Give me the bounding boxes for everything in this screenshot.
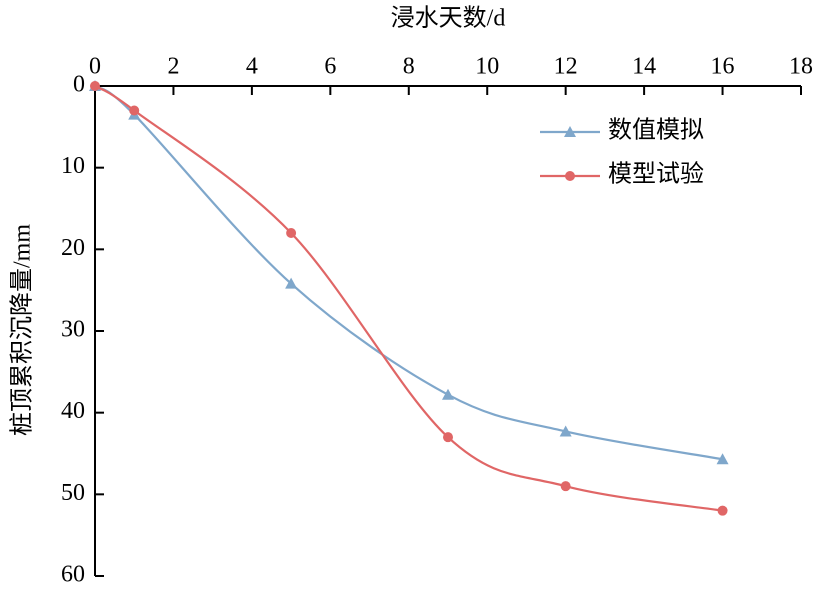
marker — [565, 171, 575, 181]
legend-label: 模型试验 — [608, 161, 704, 188]
marker — [90, 81, 100, 91]
y-tick-label: 20 — [61, 235, 85, 261]
x-axis-title: 浸水天数/d — [391, 5, 506, 32]
marker — [442, 388, 454, 400]
x-tick-label: 10 — [475, 54, 499, 80]
marker — [564, 126, 576, 137]
x-tick-label: 16 — [711, 54, 735, 80]
y-tick-label: 50 — [61, 480, 85, 506]
x-tick-label: 8 — [403, 54, 415, 80]
x-tick-label: 12 — [554, 54, 578, 80]
legend-label: 数值模拟 — [608, 117, 704, 144]
marker — [129, 105, 140, 116]
y-tick-label: 30 — [61, 317, 85, 343]
y-tick-label: 0 — [73, 72, 85, 98]
line — [94, 85, 723, 461]
x-tick-label: 18 — [789, 54, 813, 80]
x-tick-label: 2 — [167, 54, 179, 80]
y-tick-label: 40 — [61, 398, 85, 424]
line — [94, 85, 723, 512]
marker — [560, 481, 571, 492]
y-axis-title: 桩顶累积沉降量/mm — [9, 224, 36, 436]
x-tick-label: 4 — [246, 54, 258, 80]
marker — [443, 432, 453, 443]
x-tick-label: 6 — [324, 54, 336, 80]
x-tick-label: 14 — [632, 54, 656, 80]
x-tick-label: 0 — [89, 54, 101, 80]
marker — [717, 505, 728, 516]
marker — [716, 453, 729, 465]
y-tick-label: 10 — [61, 153, 85, 179]
marker — [286, 228, 297, 238]
y-tick-label: 60 — [61, 562, 85, 588]
marker — [559, 425, 572, 437]
marker — [285, 277, 298, 289]
